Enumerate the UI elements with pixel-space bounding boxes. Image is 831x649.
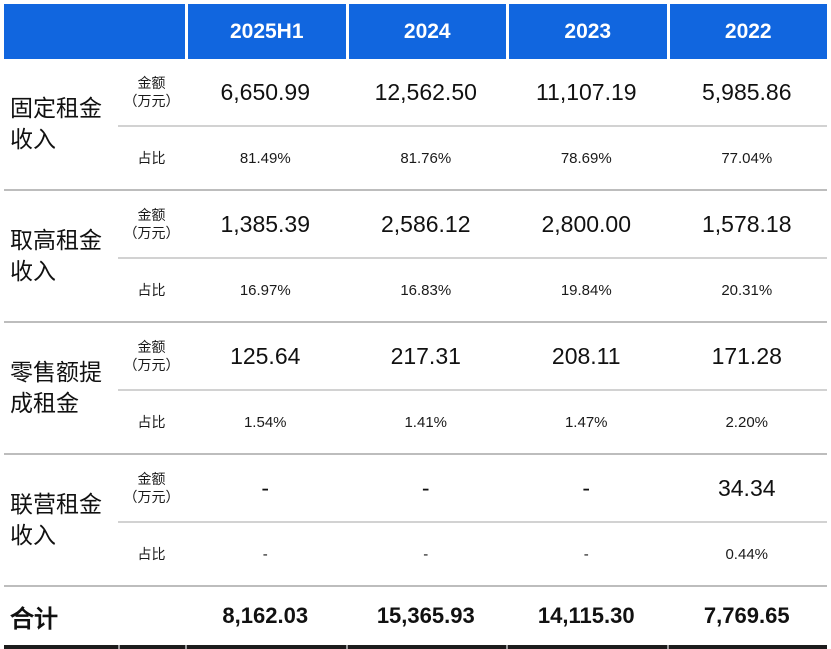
row-group-retail-percentage-rent: 零售额提成租金 金额 （万元） 125.64 217.31 208.11 171… — [4, 321, 827, 453]
group-label: 取高租金收入 — [10, 226, 102, 284]
amount-row-label: 金额 （万元） — [118, 191, 185, 259]
amount-value: - — [506, 455, 667, 523]
share-row-label: 占比 — [137, 545, 166, 562]
group-label: 固定租金收入 — [10, 94, 102, 152]
amount-value: 208.11 — [506, 323, 667, 391]
header-cell-empty — [4, 4, 185, 59]
amount-row-label: 金额 （万元） — [118, 59, 185, 127]
total-value: 14,115.30 — [537, 603, 635, 628]
share-value: - — [423, 545, 429, 563]
share-value: 81.76% — [400, 149, 452, 167]
bottom-border-segment — [4, 645, 118, 649]
amount-label: 金额 — [137, 74, 166, 91]
share-value: - — [262, 545, 268, 563]
amount-value: 34.34 — [666, 455, 827, 523]
total-value: 8,162.03 — [222, 603, 309, 628]
rental-income-table: 2025H1 2024 2023 2022 固定租金收入 金额 （万元） 6,6… — [4, 4, 827, 649]
share-value: 20.31% — [721, 281, 773, 299]
amount-value: 125.64 — [185, 323, 346, 391]
header-cell-2025h1: 2025H1 — [185, 4, 346, 59]
total-value: 7,769.65 — [703, 603, 790, 628]
bottom-border-segment — [508, 645, 667, 649]
share-row-label: 占比 — [137, 413, 166, 430]
amount-value: 12,562.50 — [345, 59, 506, 127]
amount-value: - — [185, 455, 346, 523]
row-group-higher-of-rent: 取高租金收入 金额 （万元） 1,385.39 2,586.12 2,800.0… — [4, 189, 827, 321]
amount-value: 6,650.99 — [185, 59, 346, 127]
amount-unit-label: （万元） — [123, 357, 180, 373]
amount-unit-label: （万元） — [123, 489, 180, 505]
amount-row-label: 金额 （万元） — [118, 323, 185, 391]
amount-label: 金额 — [137, 338, 166, 355]
amount-value: 1,578.18 — [666, 191, 827, 259]
share-row-label: 占比 — [137, 281, 166, 298]
share-value: 77.04% — [721, 149, 773, 167]
amount-value: 1,385.39 — [185, 191, 346, 259]
header-cell-2022: 2022 — [666, 4, 828, 59]
total-value: 15,365.93 — [376, 603, 475, 628]
amount-row-label: 金额 （万元） — [118, 455, 185, 523]
amount-value: 2,586.12 — [345, 191, 506, 259]
share-value: - — [583, 545, 589, 563]
share-value: 81.49% — [239, 149, 291, 167]
amount-label: 金额 — [137, 470, 166, 487]
share-value: 1.47% — [564, 413, 608, 431]
amount-value: 2,800.00 — [506, 191, 667, 259]
row-group-fixed-rent: 固定租金收入 金额 （万元） 6,650.99 12,562.50 11,107… — [4, 59, 827, 189]
group-label: 联营租金收入 — [10, 490, 102, 548]
amount-unit-label: （万元） — [123, 225, 180, 241]
share-value: 78.69% — [560, 149, 612, 167]
table-bottom-border — [4, 645, 827, 649]
row-group-joint-operation-rent: 联营租金收入 金额 （万元） - - - 34.34 占比 - - - 0.44… — [4, 453, 827, 585]
amount-value: 11,107.19 — [506, 59, 667, 127]
bottom-border-segment — [668, 645, 827, 649]
share-row-label: 占比 — [137, 149, 166, 166]
share-value: 0.44% — [725, 545, 769, 563]
group-label: 零售额提成租金 — [10, 358, 102, 416]
amount-value: 217.31 — [345, 323, 506, 391]
header-cell-2023: 2023 — [506, 4, 667, 59]
share-value: 1.41% — [404, 413, 448, 431]
total-row: 合计 8,162.03 15,365.93 14,115.30 7,769.65 — [4, 585, 827, 645]
amount-value: 5,985.86 — [666, 59, 827, 127]
bottom-border-segment — [347, 645, 506, 649]
amount-value: - — [345, 455, 506, 523]
share-value: 16.97% — [239, 281, 291, 299]
share-value: 1.54% — [243, 413, 287, 431]
amount-value: 171.28 — [666, 323, 827, 391]
bottom-border-segment — [187, 645, 346, 649]
header-cell-2024: 2024 — [345, 4, 507, 59]
total-label: 合计 — [10, 605, 58, 633]
share-value: 2.20% — [725, 413, 769, 431]
bottom-border-segment — [120, 645, 185, 649]
share-value: 16.83% — [400, 281, 452, 299]
amount-label: 金额 — [137, 206, 166, 223]
table-header-row: 2025H1 2024 2023 2022 — [4, 4, 827, 59]
share-value: 19.84% — [560, 281, 612, 299]
amount-unit-label: （万元） — [123, 93, 180, 109]
